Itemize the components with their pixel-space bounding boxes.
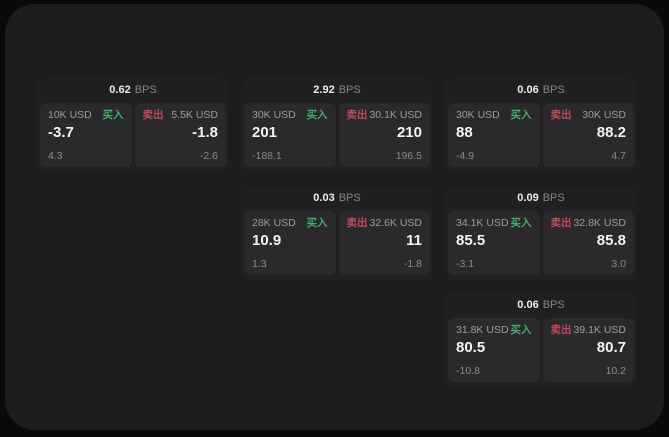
sell-side-label: 卖出 <box>550 324 572 336</box>
buy-delta: 4.3 <box>48 149 63 162</box>
sell-quote-panel[interactable]: 卖出 39.1K USD 80.7 10.2 <box>542 318 634 382</box>
buy-price: 85.5 <box>456 231 486 249</box>
sell-side-label: 卖出 <box>550 109 572 121</box>
buy-side-label: 买入 <box>102 109 124 121</box>
sell-quote-panel[interactable]: 卖出 32.6K USD 11 -1.8 <box>338 211 430 275</box>
sell-amount: 5.5K USD <box>171 109 218 121</box>
buy-price: 88 <box>456 123 473 141</box>
spread-unit: BPS <box>542 299 565 311</box>
sell-delta: -1.8 <box>403 257 422 270</box>
buy-delta: -188.1 <box>252 149 282 162</box>
spread-unit: BPS <box>338 84 361 96</box>
spread-header: 0.06 BPS <box>445 293 637 318</box>
spread-value: 0.06 <box>517 299 539 311</box>
buy-delta: -3.1 <box>456 257 475 270</box>
quote-card: 0.62 BPS 10K USD 买入 -3.7 4.3 卖出 5.5K USD… <box>37 78 229 173</box>
buy-delta: -4.9 <box>456 149 475 162</box>
sell-quote-panel[interactable]: 卖出 5.5K USD -1.8 -2.6 <box>134 103 226 167</box>
buy-amount: 30K USD <box>456 109 500 121</box>
buy-side-label: 买入 <box>510 109 532 121</box>
quote-panels: 30K USD 买入 88 -4.9 卖出 30K USD 88.2 4.7 <box>445 103 637 170</box>
sell-delta: 196.5 <box>395 149 422 162</box>
buy-quote-panel[interactable]: 31.8K USD 买入 80.5 -10.8 <box>448 318 540 382</box>
spread-value: 0.09 <box>517 192 539 204</box>
sell-side-label: 卖出 <box>142 109 164 121</box>
sell-amount: 32.6K USD <box>369 217 422 229</box>
sell-amount: 32.8K USD <box>573 217 626 229</box>
spread-unit: BPS <box>542 84 565 96</box>
sell-price: 88.2 <box>596 123 626 141</box>
spread-header: 0.03 BPS <box>241 186 433 211</box>
buy-delta: 1.3 <box>252 257 267 270</box>
buy-quote-panel[interactable]: 30K USD 买入 88 -4.9 <box>448 103 540 167</box>
buy-price: 10.9 <box>252 231 282 249</box>
sell-price: 210 <box>396 123 422 141</box>
sell-side-label: 卖出 <box>550 217 572 229</box>
sell-delta: 10.2 <box>605 364 626 377</box>
spread-header: 0.09 BPS <box>445 186 637 211</box>
buy-amount: 10K USD <box>48 109 92 121</box>
sell-delta: 3.0 <box>611 257 626 270</box>
sell-amount: 30K USD <box>582 109 626 121</box>
quote-card: 0.06 BPS 31.8K USD 买入 80.5 -10.8 卖出 39.1… <box>445 293 637 388</box>
buy-side-label: 买入 <box>510 324 532 336</box>
buy-quote-panel[interactable]: 28K USD 买入 10.9 1.3 <box>244 211 336 275</box>
quote-panels: 34.1K USD 买入 85.5 -3.1 卖出 32.8K USD 85.8… <box>445 211 637 278</box>
spread-value: 2.92 <box>313 84 335 96</box>
quote-panels: 10K USD 买入 -3.7 4.3 卖出 5.5K USD -1.8 -2.… <box>37 103 229 170</box>
spread-unit: BPS <box>542 192 565 204</box>
spread-value: 0.03 <box>313 192 335 204</box>
quote-panels: 30K USD 买入 201 -188.1 卖出 30.1K USD 210 1… <box>241 103 433 170</box>
sell-side-label: 卖出 <box>346 109 368 121</box>
sell-quote-panel[interactable]: 卖出 32.8K USD 85.8 3.0 <box>542 211 634 275</box>
quote-card: 0.09 BPS 34.1K USD 买入 85.5 -3.1 卖出 32.8K… <box>445 186 637 281</box>
sell-quote-panel[interactable]: 卖出 30K USD 88.2 4.7 <box>542 103 634 167</box>
sell-price: 85.8 <box>596 231 626 249</box>
buy-side-label: 买入 <box>306 109 328 121</box>
buy-price: 201 <box>252 123 278 141</box>
spread-header: 2.92 BPS <box>241 78 433 103</box>
buy-amount: 34.1K USD <box>456 217 509 229</box>
quote-card: 0.06 BPS 30K USD 买入 88 -4.9 卖出 30K USD 8… <box>445 78 637 173</box>
buy-side-label: 买入 <box>306 217 328 229</box>
sell-delta: 4.7 <box>611 149 626 162</box>
sell-price: -1.8 <box>192 123 218 141</box>
sell-amount: 30.1K USD <box>369 109 422 121</box>
buy-amount: 28K USD <box>252 217 296 229</box>
buy-quote-panel[interactable]: 30K USD 买入 201 -188.1 <box>244 103 336 167</box>
sell-delta: -2.6 <box>199 149 218 162</box>
buy-amount: 30K USD <box>252 109 296 121</box>
spread-header: 0.62 BPS <box>37 78 229 103</box>
sell-amount: 39.1K USD <box>573 324 626 336</box>
buy-price: 80.5 <box>456 338 486 356</box>
buy-side-label: 买入 <box>510 217 532 229</box>
buy-price: -3.7 <box>48 123 74 141</box>
spread-unit: BPS <box>134 84 157 96</box>
quote-card: 0.03 BPS 28K USD 买入 10.9 1.3 卖出 32.6K US… <box>241 186 433 281</box>
quote-card: 2.92 BPS 30K USD 买入 201 -188.1 卖出 30.1K … <box>241 78 433 173</box>
sell-quote-panel[interactable]: 卖出 30.1K USD 210 196.5 <box>338 103 430 167</box>
quote-panels: 31.8K USD 买入 80.5 -10.8 卖出 39.1K USD 80.… <box>445 318 637 385</box>
buy-amount: 31.8K USD <box>456 324 509 336</box>
spread-header: 0.06 BPS <box>445 78 637 103</box>
spread-value: 0.06 <box>517 84 539 96</box>
sell-price: 80.7 <box>596 338 626 356</box>
buy-quote-panel[interactable]: 10K USD 买入 -3.7 4.3 <box>40 103 132 167</box>
spread-unit: BPS <box>338 192 361 204</box>
buy-delta: -10.8 <box>456 364 480 377</box>
buy-quote-panel[interactable]: 34.1K USD 买入 85.5 -3.1 <box>448 211 540 275</box>
sell-side-label: 卖出 <box>346 217 368 229</box>
spread-value: 0.62 <box>109 84 131 96</box>
quote-panels: 28K USD 买入 10.9 1.3 卖出 32.6K USD 11 -1.8 <box>241 211 433 278</box>
sell-price: 11 <box>406 231 422 249</box>
